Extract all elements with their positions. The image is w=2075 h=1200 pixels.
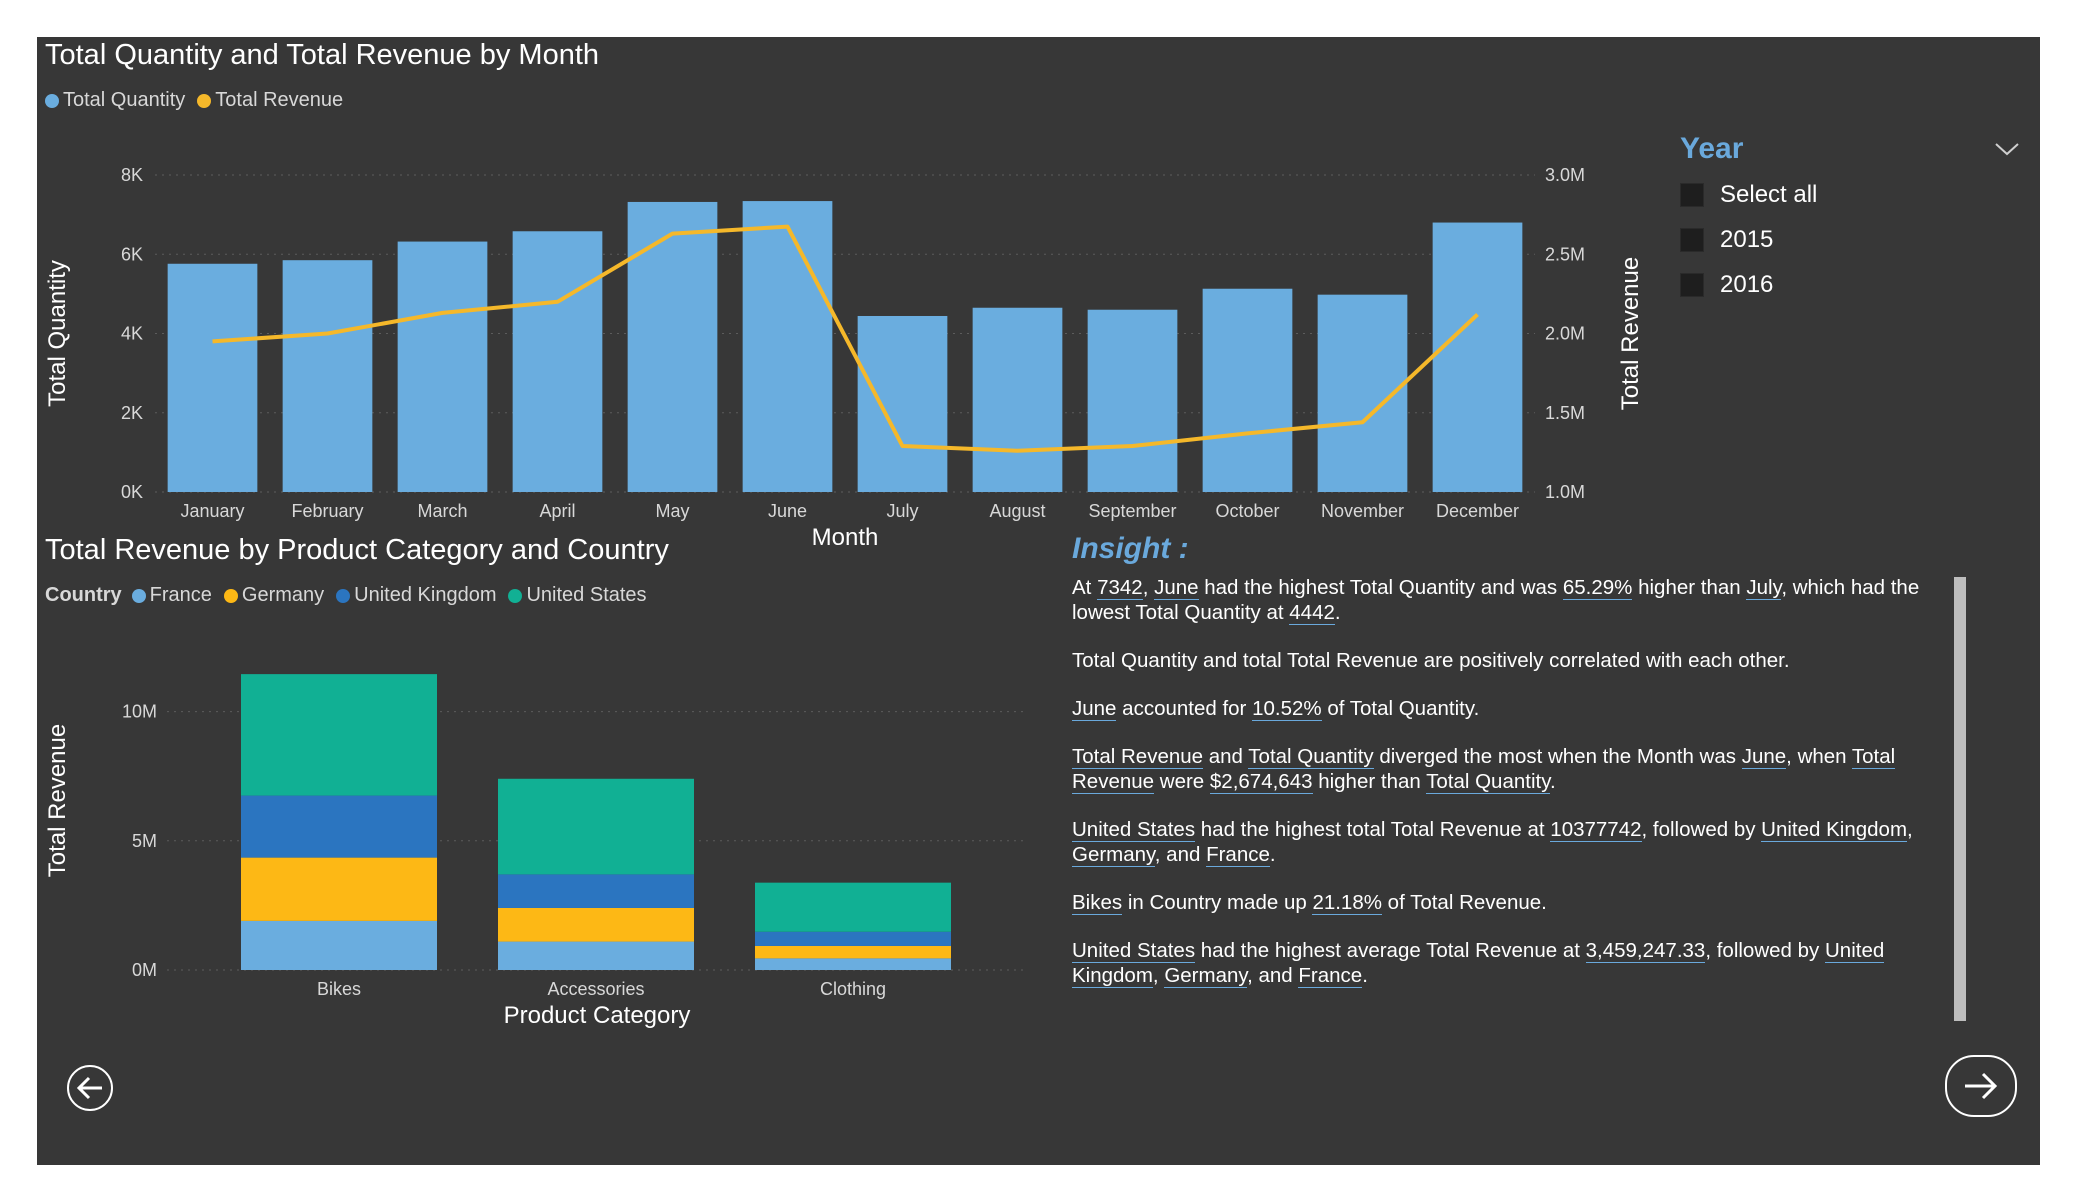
bar-total-quantity	[857, 315, 948, 492]
bar-total-quantity	[972, 307, 1063, 492]
x-tick-label: July	[886, 501, 918, 521]
y-tick-label: 10M	[122, 702, 157, 722]
y2-tick-label: 1.5M	[1545, 403, 1585, 423]
line-total-revenue	[212, 224, 1479, 453]
x-tick-label: Bikes	[317, 979, 361, 999]
insight-title: Insight :	[1072, 532, 1189, 565]
y-axis-title: Total Quantity	[44, 260, 71, 407]
next-button[interactable]	[1945, 1055, 2017, 1117]
legend-item-total-quantity[interactable]: Total Quantity	[45, 89, 185, 112]
legend-item-france[interactable]: France	[131, 584, 212, 607]
bar-total-quantity	[167, 263, 258, 492]
chart2-legend: Country France Germany United Kingdom Un…	[45, 584, 659, 607]
x-tick-label: February	[291, 501, 363, 521]
insight-paragraph: Bikes in Country made up 21.18% of Total…	[1072, 891, 1547, 915]
insight-paragraph: June accounted for 10.52% of Total Quant…	[1072, 697, 1480, 721]
chevron-down-icon[interactable]	[1994, 141, 2020, 157]
x-tick-label: October	[1215, 501, 1279, 521]
checkbox[interactable]	[1680, 182, 1704, 207]
insight-paragraph: United States had the highest total Tota…	[1072, 818, 1913, 867]
y2-tick-label: 2.5M	[1545, 244, 1585, 264]
slicer-title: Year	[1680, 132, 1744, 165]
checkbox[interactable]	[1680, 227, 1704, 252]
report-canvas: Total Quantity and Total Revenue by Mont…	[37, 37, 2040, 1165]
bar-segment-france	[498, 941, 694, 970]
x-tick-label: April	[539, 501, 575, 521]
chart1-legend: Total Quantity Total Revenue	[45, 89, 355, 112]
bar-total-quantity	[742, 201, 833, 492]
bar-segment-united-kingdom	[498, 874, 694, 908]
bar-segment-united-states	[755, 882, 951, 932]
x-tick-label: May	[655, 501, 689, 521]
stacked-bar-chart-revenue: 0M 5M 10M Bikes Accessories Clothing Product C…	[44, 674, 1027, 1029]
y-tick-label: 5M	[132, 831, 157, 851]
chart1-title: Total Quantity and Total Revenue by Mont…	[45, 39, 600, 71]
y2-tick-label: 3.0M	[1545, 165, 1585, 185]
bar-total-quantity	[282, 260, 373, 492]
y-tick-label: 4K	[121, 324, 143, 344]
slicer-item-2015[interactable]: 2015	[1680, 217, 2020, 262]
chart2-title: Total Revenue by Product Category and Co…	[45, 534, 669, 566]
x-tick-label: January	[180, 501, 244, 521]
y-tick-label: 8K	[121, 165, 143, 185]
x-tick-label: December	[1436, 501, 1519, 521]
bar-segment-united-states	[498, 778, 694, 875]
back-button[interactable]	[67, 1065, 113, 1111]
x-tick-label: November	[1321, 501, 1404, 521]
arrow-right-icon	[1965, 1072, 1998, 1100]
checkbox[interactable]	[1680, 272, 1704, 297]
scrollbar[interactable]	[1954, 577, 1966, 1021]
legend-item-total-revenue[interactable]: Total Revenue	[197, 89, 343, 112]
slicer-item-2016[interactable]: 2016	[1680, 262, 2020, 307]
slicer-item-select-all[interactable]: Select all	[1680, 172, 2020, 217]
bar-total-quantity	[1202, 288, 1293, 492]
bar-segment-united-kingdom	[755, 931, 951, 946]
bar-total-quantity	[512, 231, 603, 492]
bar-segment-germany	[498, 907, 694, 942]
y2-axis-title: Total Revenue	[1617, 257, 1644, 410]
bar-total-quantity	[1087, 309, 1178, 492]
x-tick-label: June	[768, 501, 807, 521]
bar-total-quantity	[397, 241, 488, 492]
y2-tick-label: 1.0M	[1545, 482, 1585, 502]
y-tick-label: 6K	[121, 244, 143, 264]
legend-item-germany[interactable]: Germany	[223, 584, 324, 607]
bar-segment-france	[755, 958, 951, 970]
y-tick-label: 0K	[121, 482, 143, 502]
arrow-left-circle-icon	[76, 1076, 102, 1100]
bar-total-quantity	[1432, 222, 1523, 493]
x-tick-label: Accessories	[547, 979, 644, 999]
insight-paragraph: Total Quantity and total Total Revenue a…	[1072, 649, 1790, 672]
year-slicer: Year Select all 2015 2016	[1680, 132, 2020, 307]
y-axis-title: Total Revenue	[44, 724, 71, 877]
x-tick-label: September	[1088, 501, 1176, 521]
x-tick-label: August	[989, 501, 1045, 521]
x-axis-title: Month	[812, 524, 879, 551]
bar-segment-germany	[755, 945, 951, 959]
bar-total-quantity	[627, 201, 718, 492]
bar-segment-united-states	[241, 674, 437, 796]
legend-title: Country	[45, 584, 122, 606]
legend-item-united-states[interactable]: United States	[508, 584, 647, 607]
combo-chart-quantity-revenue: 0K 2K 4K 6K 8K 1.0M 1.5M 2.0M 2.5M 3.0M January Feb…	[44, 165, 1644, 551]
x-tick-label: Clothing	[820, 979, 886, 999]
insight-paragraph: United States had the highest average To…	[1072, 939, 1885, 988]
y-tick-label: 2K	[121, 403, 143, 423]
insight-paragraph: Total Revenue and Total Quantity diverge…	[1072, 745, 1896, 794]
y-tick-label: 0M	[132, 960, 157, 980]
bar-segment-france	[241, 920, 437, 970]
insight-paragraph: At 7342, June had the highest Total Quan…	[1072, 576, 1920, 625]
insight-text: At 7342, June had the highest Total Quan…	[1072, 575, 1942, 1011]
bar-segment-united-kingdom	[241, 795, 437, 858]
x-axis-title: Product Category	[504, 1002, 691, 1029]
x-tick-label: March	[417, 501, 467, 521]
bar-segment-germany	[241, 857, 437, 921]
legend-item-united-kingdom[interactable]: United Kingdom	[336, 584, 496, 607]
y2-tick-label: 2.0M	[1545, 324, 1585, 344]
